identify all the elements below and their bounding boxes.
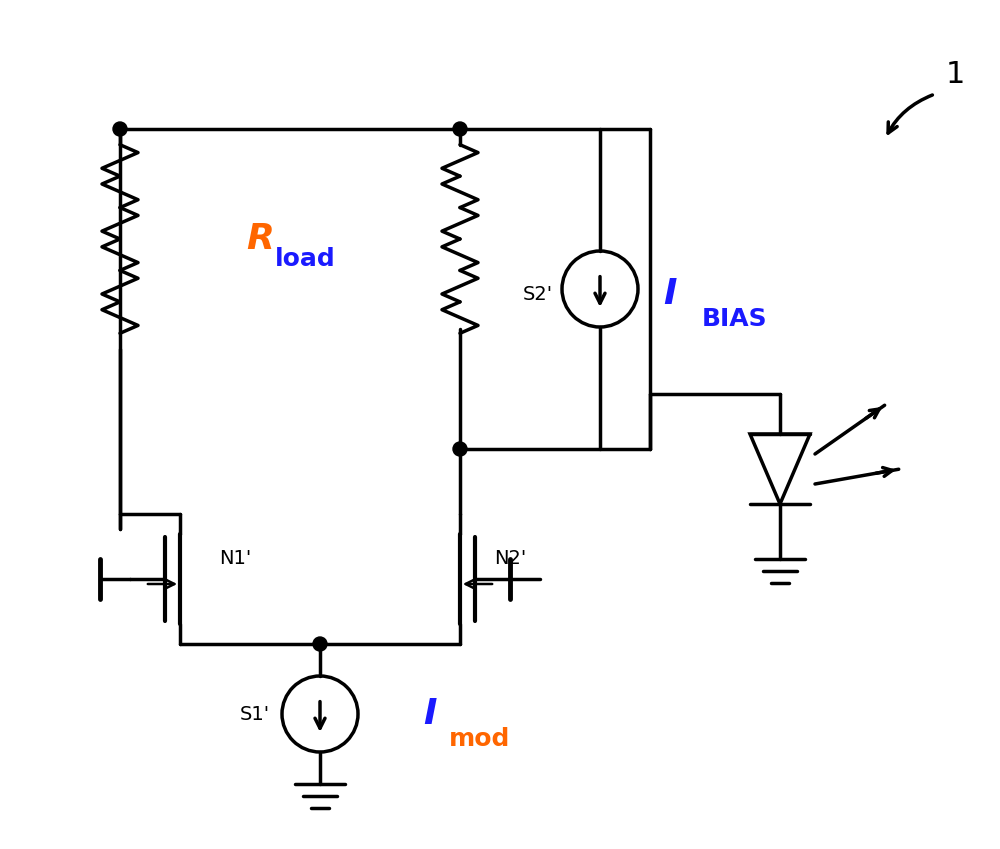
Text: I: I bbox=[663, 277, 677, 311]
Text: load: load bbox=[275, 247, 335, 271]
Circle shape bbox=[453, 442, 467, 456]
Text: N1': N1' bbox=[219, 549, 251, 569]
Text: R: R bbox=[246, 222, 274, 256]
Circle shape bbox=[453, 122, 467, 136]
Text: mod: mod bbox=[449, 727, 511, 751]
Text: N2': N2' bbox=[494, 549, 526, 569]
Circle shape bbox=[313, 637, 327, 651]
Circle shape bbox=[113, 122, 127, 136]
Text: S1': S1' bbox=[240, 705, 270, 723]
Text: BIAS: BIAS bbox=[702, 307, 768, 331]
Text: I: I bbox=[423, 697, 437, 731]
Text: 1: 1 bbox=[945, 59, 965, 88]
Text: S2': S2' bbox=[523, 284, 553, 303]
